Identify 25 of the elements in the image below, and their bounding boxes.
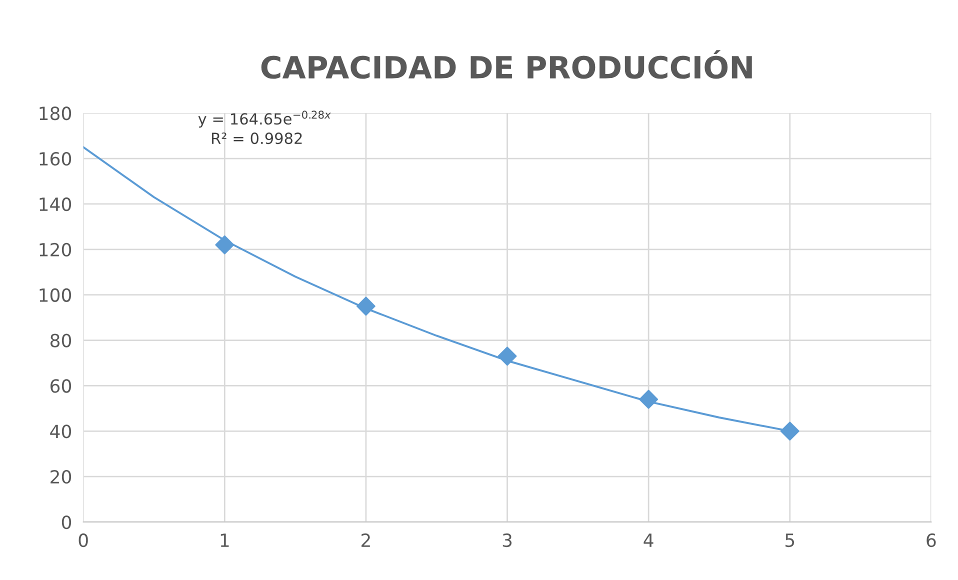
y-tick-label: 20 bbox=[50, 470, 72, 484]
point bbox=[639, 390, 658, 409]
point bbox=[356, 296, 376, 316]
y-tick-label: 100 bbox=[40, 288, 72, 302]
y-tick-label: 180 bbox=[40, 106, 72, 120]
annotation: y = 164.65e$^{−0.28x}$ bbox=[198, 110, 331, 128]
x-tick-label: 6 bbox=[926, 533, 936, 548]
x-tick-label: 2 bbox=[362, 533, 370, 547]
y-tick-label: 160 bbox=[40, 152, 72, 166]
x-tick-label: 1 bbox=[220, 534, 229, 547]
y-tick-label: 140 bbox=[40, 197, 72, 212]
point bbox=[780, 422, 800, 441]
y-tick-label: 60 bbox=[50, 379, 72, 393]
point bbox=[498, 346, 517, 366]
y-tick-label: 40 bbox=[50, 424, 72, 438]
y-tick-label: 80 bbox=[50, 334, 72, 348]
x-tick-label: 0 bbox=[78, 533, 88, 548]
y-tick-label: 120 bbox=[40, 242, 72, 257]
x-tick-label: 4 bbox=[644, 534, 654, 547]
point bbox=[215, 235, 234, 254]
y-tick-label: 0 bbox=[62, 515, 72, 530]
x-tick-label: 3 bbox=[502, 533, 512, 548]
x-tick-label: 5 bbox=[786, 534, 794, 548]
annotation: R² = 0.9982 bbox=[212, 132, 302, 144]
chart-title: CAPACIDAD DE PRODUCCIÓN bbox=[261, 50, 752, 79]
